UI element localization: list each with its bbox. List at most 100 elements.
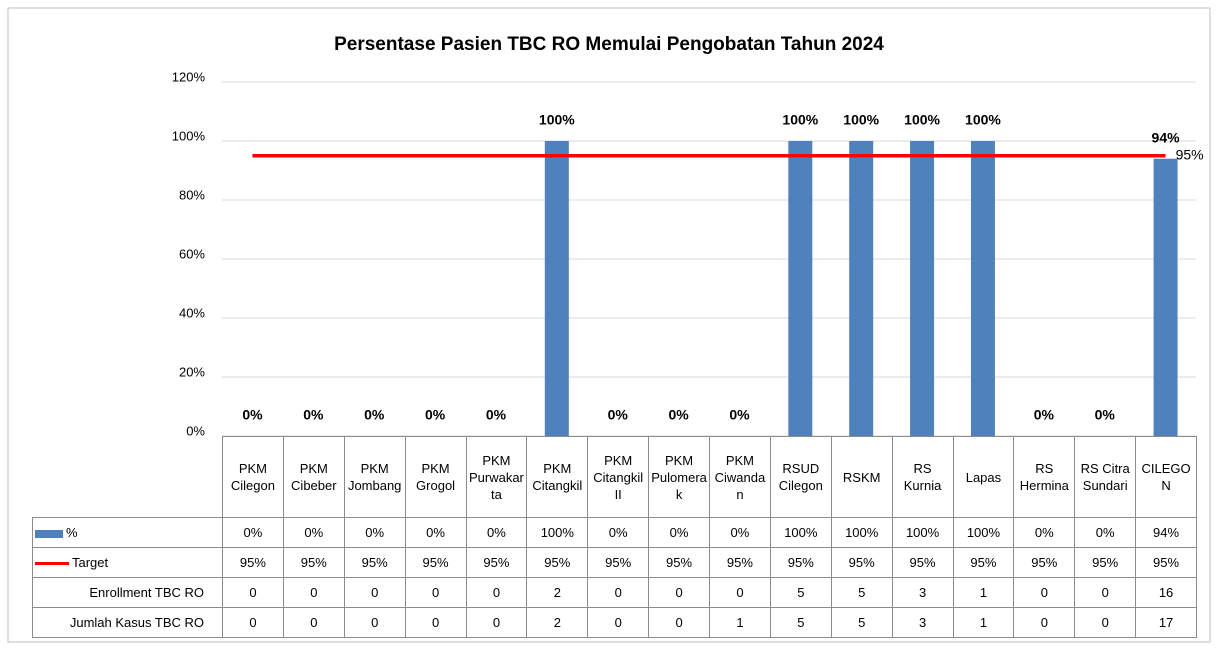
table-value: 0 bbox=[282, 607, 345, 638]
table-value: 95% bbox=[587, 547, 650, 578]
table-value: 95% bbox=[830, 547, 893, 578]
table-value: 0% bbox=[404, 517, 467, 548]
bar bbox=[970, 141, 995, 436]
table-value: 100% bbox=[526, 517, 589, 548]
table-value: 0% bbox=[222, 517, 284, 548]
table-value: 0 bbox=[1013, 577, 1076, 608]
data-label: 0% bbox=[303, 407, 324, 423]
category-label: PKM Citangkil II bbox=[587, 436, 650, 518]
chart-title: Persentase Pasien TBC RO Memulai Pengoba… bbox=[334, 34, 884, 55]
category-label: PKM Pulomerak bbox=[648, 436, 710, 518]
data-label: 95% bbox=[1176, 146, 1204, 162]
category-label: PKM Purwakarta bbox=[465, 436, 528, 518]
table-value: 0 bbox=[1074, 607, 1137, 638]
table-value: 100% bbox=[769, 517, 832, 548]
table-value: 94% bbox=[1135, 517, 1197, 548]
category-label: PKM Grogol bbox=[404, 436, 467, 518]
category-label: PKM Citangkil bbox=[526, 436, 589, 518]
data-label: 100% bbox=[904, 112, 940, 128]
table-value: 0 bbox=[222, 607, 284, 638]
table-value: 0% bbox=[343, 517, 406, 548]
bar bbox=[544, 141, 569, 436]
data-label: 0% bbox=[729, 407, 750, 423]
table-value: 1 bbox=[709, 607, 771, 638]
table-value: 1 bbox=[952, 577, 1015, 608]
table-value: 95% bbox=[526, 547, 589, 578]
table-value: 0 bbox=[404, 607, 467, 638]
table-value: 95% bbox=[891, 547, 954, 578]
category-label: RS Kurnia bbox=[891, 436, 954, 518]
table-value: 95% bbox=[1074, 547, 1137, 578]
category-label: CILEGON bbox=[1135, 436, 1197, 518]
table-value: 5 bbox=[830, 607, 893, 638]
category-label: RS Citra Sundari bbox=[1074, 436, 1137, 518]
legend-label: % bbox=[66, 525, 78, 540]
category-label: PKM Jombang bbox=[343, 436, 406, 518]
table-value: 95% bbox=[222, 547, 284, 578]
table-value: 95% bbox=[1013, 547, 1076, 578]
table-value: 95% bbox=[282, 547, 345, 578]
data-label: 0% bbox=[1034, 407, 1055, 423]
table-value: 0% bbox=[282, 517, 345, 548]
category-label: RSUD Cilegon bbox=[769, 436, 832, 518]
series-row: % 0% 0% 0% 0% 0% 100% 0% 0% 0% 100% 100% 100% 100% 0% 0… bbox=[32, 517, 1197, 548]
bar bbox=[1153, 158, 1178, 436]
blank-cell bbox=[33, 437, 223, 518]
table-value: 0% bbox=[587, 517, 650, 548]
table-value: 0 bbox=[709, 577, 771, 608]
chart-frame bbox=[7, 7, 1211, 643]
series-name-cell: Target bbox=[32, 547, 223, 578]
table-value: 0 bbox=[343, 607, 406, 638]
header-row: PKM Cilegon PKM Cibeber PKM Jombang PKM Gro… bbox=[33, 436, 1197, 518]
data-label: 100% bbox=[539, 112, 575, 128]
table-value: 16 bbox=[1135, 577, 1197, 608]
data-label: 0% bbox=[364, 407, 385, 423]
table-value: 95% bbox=[1135, 547, 1197, 578]
data-label: 0% bbox=[242, 407, 263, 423]
table-value: 0 bbox=[465, 607, 528, 638]
row-name: Jumlah Kasus TBC RO bbox=[32, 607, 223, 638]
table-value: 100% bbox=[952, 517, 1015, 548]
series-row: Target 95% 95% 95% 95% 95% 95% 95% 95% 95% 95% 95% 9… bbox=[32, 547, 1197, 578]
y-tick-label: 40% bbox=[179, 305, 205, 320]
table-value: 3 bbox=[891, 577, 954, 608]
table-value: 95% bbox=[952, 547, 1015, 578]
table-row: Enrollment TBC RO 0 0 0 0 0 2 0 0 0 5 5 3 1 0 0 16 bbox=[32, 577, 1197, 608]
legend-key bbox=[35, 529, 63, 538]
bar bbox=[849, 141, 874, 436]
table-value: 0 bbox=[404, 577, 467, 608]
table-value: 0 bbox=[648, 607, 710, 638]
data-label: 100% bbox=[843, 112, 879, 128]
y-tick-label: 20% bbox=[179, 364, 205, 379]
category-label: Lapas bbox=[952, 436, 1015, 518]
y-tick-label: 80% bbox=[179, 187, 205, 202]
table-value: 0 bbox=[1074, 577, 1137, 608]
table-value: 0% bbox=[709, 517, 771, 548]
table-value: 0% bbox=[465, 517, 528, 548]
table-value: 95% bbox=[343, 547, 406, 578]
table-value: 0% bbox=[1013, 517, 1076, 548]
table-value: 3 bbox=[891, 607, 954, 638]
table-value: 0% bbox=[648, 517, 710, 548]
table-value: 0 bbox=[587, 607, 650, 638]
table-value: 0 bbox=[648, 577, 710, 608]
legend-label: Target bbox=[72, 555, 109, 570]
data-label: 0% bbox=[486, 407, 507, 423]
table-value: 1 bbox=[952, 607, 1015, 638]
category-label: RS Hermina bbox=[1013, 436, 1076, 518]
data-label: 0% bbox=[1095, 407, 1116, 423]
legend-key bbox=[35, 562, 69, 566]
category-label: RSKM bbox=[830, 436, 893, 518]
y-tick-label: 60% bbox=[179, 246, 205, 261]
table-value: 5 bbox=[769, 607, 832, 638]
table-value: 95% bbox=[709, 547, 771, 578]
bar bbox=[910, 141, 935, 436]
table-value: 100% bbox=[830, 517, 893, 548]
table-value: 5 bbox=[769, 577, 832, 608]
category-label: PKM Cibeber bbox=[282, 436, 345, 518]
table-value: 2 bbox=[526, 577, 589, 608]
table-value: 0 bbox=[1013, 607, 1076, 638]
row-name: Enrollment TBC RO bbox=[32, 577, 223, 608]
data-label: 0% bbox=[425, 407, 446, 423]
